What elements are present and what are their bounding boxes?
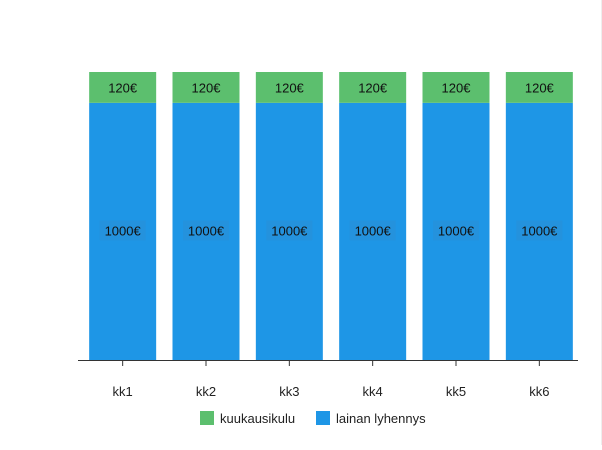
bar-fee-kk1[interactable] <box>89 72 157 103</box>
legend-label-loan[interactable]: lainan lyhennys <box>336 411 426 426</box>
data-label-fee-kk2: 120€ <box>192 80 222 95</box>
legend-swatch-fee[interactable] <box>200 411 214 425</box>
bar-fee-kk6[interactable] <box>505 72 573 103</box>
legend-swatch-loan[interactable] <box>316 411 330 425</box>
data-label-fee-kk3: 120€ <box>275 80 305 95</box>
x-tick-label-kk1: kk1 <box>113 384 133 399</box>
data-label-fee-kk1: 120€ <box>108 80 138 95</box>
x-tick-label-kk5: kk5 <box>446 384 466 399</box>
x-tick-label-kk4: kk4 <box>363 384 383 399</box>
legend: kuukausikulu lainan lyhennys <box>200 411 426 426</box>
data-label-loan-kk3: 1000€ <box>271 223 308 238</box>
x-tick-label-kk6: kk6 <box>529 384 549 399</box>
x-axis: kk1 kk2 kk3 kk4 kk5 kk6 <box>78 360 578 399</box>
x-tick-label-kk3: kk3 <box>279 384 299 399</box>
data-labels-layer: 1000€ 120€ 1000€ 120€ 1000€ 120€ 1000€ 120€ 1000… <box>99 80 563 241</box>
data-label-loan-kk5: 1000€ <box>438 223 475 238</box>
data-label-fee-kk6: 120€ <box>525 80 555 95</box>
bar-fee-kk3[interactable] <box>255 72 323 103</box>
data-label-bg-loan-kk2 <box>183 220 229 241</box>
data-label-bg-loan-kk3 <box>266 220 313 241</box>
bar-fee-kk2[interactable] <box>172 72 240 103</box>
data-label-bg-loan-kk4 <box>349 220 396 241</box>
data-label-fee-kk4: 120€ <box>358 80 388 95</box>
data-label-fee-kk5: 120€ <box>442 80 472 95</box>
data-label-bg-loan-kk5 <box>433 220 479 241</box>
data-label-loan-kk2: 1000€ <box>188 223 225 238</box>
data-label-loan-kk4: 1000€ <box>355 223 392 238</box>
data-label-bg-loan-kk1 <box>99 220 146 241</box>
legend-label-fee[interactable]: kuukausikulu <box>220 411 295 426</box>
x-tick-label-kk2: kk2 <box>196 384 216 399</box>
bars-layer <box>89 72 573 360</box>
data-label-loan-kk1: 1000€ <box>105 223 142 238</box>
data-label-bg-loan-kk6 <box>516 220 563 241</box>
bar-fee-kk4[interactable] <box>339 72 407 103</box>
data-label-loan-kk6: 1000€ <box>521 223 558 238</box>
bar-fee-kk5[interactable] <box>422 72 490 103</box>
